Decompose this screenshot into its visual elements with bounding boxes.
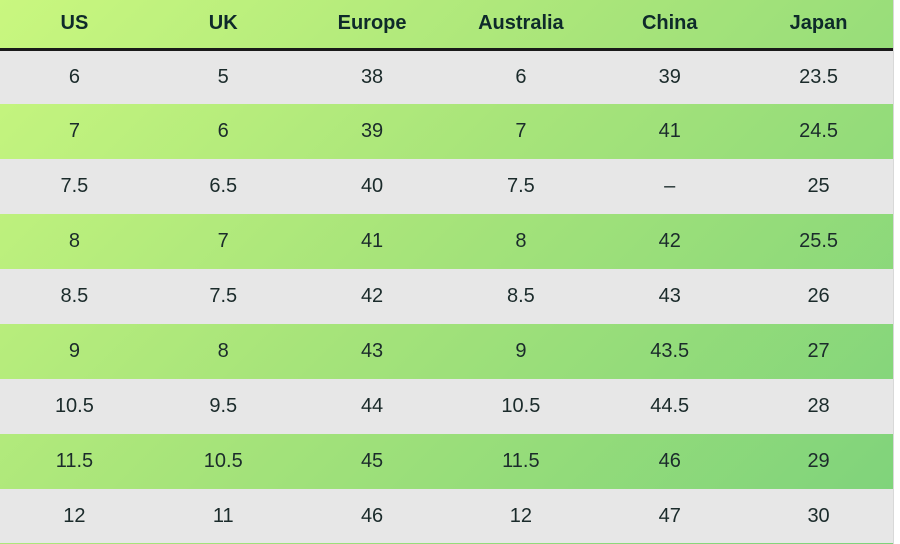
cell-china: 42: [658, 230, 681, 252]
cell-australia: 6: [515, 65, 527, 88]
cell-china: 41: [658, 120, 681, 142]
cell-australia: 8.5: [506, 285, 535, 307]
cell-uk: 5: [217, 65, 229, 88]
cell-us: 7: [68, 120, 80, 142]
cell-japan: 29: [807, 450, 830, 472]
cell-uk: 7.5: [209, 285, 238, 307]
cell-australia: 12: [509, 504, 533, 527]
cell-europe: 46: [360, 504, 384, 527]
cell-china: 39: [658, 65, 681, 88]
cell-europe: 41: [360, 230, 384, 252]
column-header-europe: Europe: [297, 0, 447, 51]
table-header-row: US UK Europe Australia China Japan: [0, 0, 893, 51]
cell-uk: 10.5: [203, 450, 243, 472]
cell-us: 8.5: [60, 285, 89, 307]
cell-japan: 27: [807, 340, 830, 362]
cell-us: 7.5: [60, 175, 89, 197]
cell-europe: 39: [360, 120, 384, 142]
cell-us: 8: [68, 230, 80, 252]
cell-australia: 11.5: [502, 450, 540, 472]
column-header-australia: Australia: [446, 0, 596, 51]
cell-china: 44.5: [650, 395, 690, 417]
cell-uk: 7: [217, 230, 229, 252]
table-row: 11.5 10.5 45 11.5 46 29: [0, 434, 893, 489]
cell-japan: 24.5: [799, 120, 839, 142]
cell-japan: 28: [807, 395, 830, 417]
cell-us: 10.5: [54, 395, 94, 417]
cell-europe: 44: [360, 395, 384, 417]
cell-australia: 7: [515, 120, 527, 142]
table-row: 12 11 46 12 47 30: [0, 489, 893, 543]
table-row: 9 8 43 9 43.5 27: [0, 324, 893, 379]
cell-japan: 30: [807, 504, 830, 527]
cell-europe: 38: [360, 65, 384, 88]
cell-europe: 40: [360, 175, 384, 197]
cell-china: 47: [658, 504, 681, 527]
cell-us: 11.5: [55, 450, 94, 472]
table-row: 7.5 6.5 40 7.5 – 25: [0, 159, 893, 214]
column-header-china: China: [595, 0, 745, 51]
column-header-us: US: [0, 0, 149, 51]
cell-china: 43: [658, 285, 681, 307]
cell-australia: 10.5: [501, 395, 541, 417]
cell-japan: 25: [807, 175, 830, 197]
cell-europe: 42: [360, 285, 384, 307]
cell-china: 46: [658, 450, 681, 472]
column-header-japan: Japan: [744, 0, 893, 51]
table-row: 6 5 38 6 39 23.5: [0, 49, 893, 104]
table-body: 6 5 38 6 39 23.5 7 6 39 7 41 24.5 7.5 6.5 40 7.5 – 25 8 7 41…: [0, 49, 893, 543]
cell-us: 12: [63, 504, 86, 527]
cell-uk: 6: [217, 120, 229, 142]
table-row: 8 7 41 8 42 25.5: [0, 214, 893, 269]
cell-uk: 6.5: [209, 175, 238, 197]
cell-europe: 43: [360, 340, 384, 362]
cell-japan: 25.5: [799, 230, 839, 252]
cell-australia: 9: [515, 340, 527, 362]
cell-china: –: [664, 175, 676, 197]
column-header-uk: UK: [148, 0, 298, 51]
cell-uk: 11: [212, 504, 234, 527]
cell-europe: 45: [360, 450, 384, 472]
cell-uk: 9.5: [209, 395, 238, 417]
cell-us: 9: [68, 340, 80, 362]
table-row: 10.5 9.5 44 10.5 44.5 28: [0, 379, 893, 434]
cell-japan: 26: [807, 285, 830, 307]
table-row: 7 6 39 7 41 24.5: [0, 104, 893, 159]
cell-australia: 8: [515, 230, 527, 252]
cell-japan: 23.5: [799, 65, 839, 88]
cell-china: 43.5: [650, 340, 690, 362]
cell-uk: 8: [217, 340, 229, 362]
table-row: 8.5 7.5 42 8.5 43 26: [0, 269, 893, 324]
cell-us: 6: [68, 65, 80, 88]
cell-australia: 7.5: [506, 175, 535, 197]
